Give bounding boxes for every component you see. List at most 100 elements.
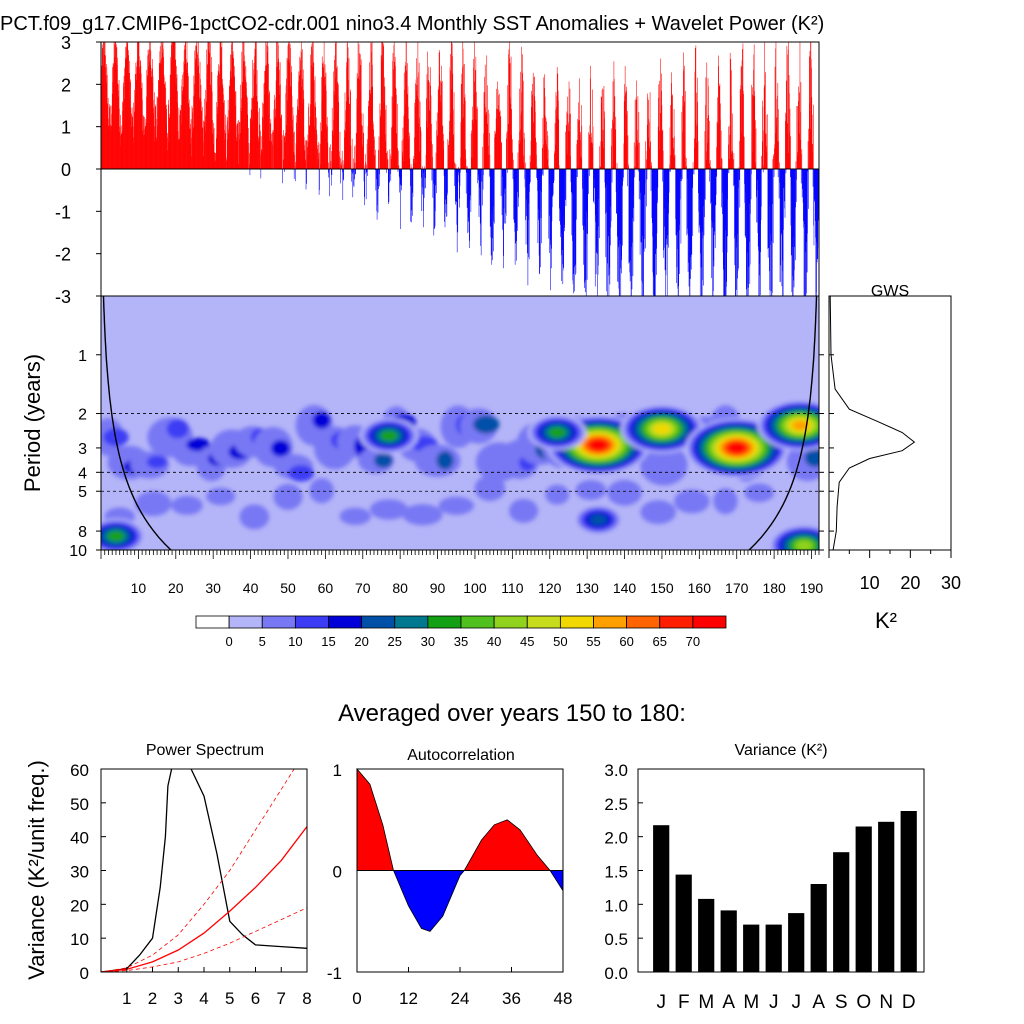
sst-anomaly-bar xyxy=(105,82,107,169)
sst-anomaly-bar xyxy=(214,152,215,169)
sst-anomaly-bar xyxy=(156,118,158,169)
sst-anomaly-bar xyxy=(754,96,756,169)
sst-anomaly-bar xyxy=(772,169,774,243)
sst-anomaly-bar xyxy=(401,169,402,191)
sst-anomaly-bar xyxy=(743,94,744,169)
sst-anomaly-bar xyxy=(527,169,529,220)
sst-anomaly-bar xyxy=(519,88,520,169)
sst-anomaly-bar xyxy=(249,169,251,176)
sst-anomaly-bar xyxy=(300,69,301,169)
sst-anomaly-bar xyxy=(162,44,163,170)
sst-anomaly-bar xyxy=(513,169,514,220)
sst-anomaly-bar xyxy=(788,42,789,169)
sst-anomaly-bar xyxy=(413,155,415,169)
sst-anomaly-bar xyxy=(404,65,406,169)
sst-anomaly-bar xyxy=(329,147,330,169)
sst-anomaly-bar xyxy=(500,116,502,169)
sst-anomaly-bar xyxy=(332,135,334,169)
sst-anomaly-bar xyxy=(542,118,544,169)
sst-anomaly-bar xyxy=(253,97,254,169)
sst-anomaly-bar xyxy=(605,169,606,214)
variance-x-tick-label: A xyxy=(812,992,825,1013)
sst-anomaly-bar xyxy=(731,151,733,169)
sst-anomaly-bar xyxy=(675,169,676,220)
colorbar-swatch xyxy=(195,615,230,629)
sst-anomaly-bar xyxy=(161,63,162,169)
sst-anomaly-bar xyxy=(634,169,636,178)
sst-anomaly-bar xyxy=(633,142,635,169)
colorbar-label: 35 xyxy=(454,634,468,649)
sst-anomaly-bar xyxy=(380,55,382,170)
sst-anomaly-bar xyxy=(215,160,216,169)
sst-anomaly-bar xyxy=(380,115,381,169)
sst-anomaly-bar xyxy=(546,143,547,169)
autocorrelation-x-ticks: 0 12 24 36 48 xyxy=(352,967,572,1008)
sst-anomaly-bar xyxy=(541,169,542,193)
sst-anomaly-bar xyxy=(421,169,422,212)
sst-anomaly-bar xyxy=(624,84,625,169)
sst-anomaly-bar xyxy=(793,169,794,238)
sst-anomaly-bar xyxy=(523,132,525,169)
sst-anomaly-bar xyxy=(113,79,114,169)
sst-anomaly-bar xyxy=(481,169,482,182)
sst-anomaly-bar xyxy=(427,80,429,169)
sst-anomaly-bar xyxy=(366,169,368,173)
sst-anomaly-bar xyxy=(752,94,754,169)
sst-anomaly-bar xyxy=(667,169,668,245)
sst-anomaly-bar xyxy=(738,169,739,269)
sst-anomaly-bar xyxy=(492,169,493,239)
sst-anomaly-bar xyxy=(747,169,749,284)
sst-anomaly-bar xyxy=(115,42,116,169)
var-y-tick-label: 0.0 xyxy=(604,964,628,983)
sst-anomaly-bar xyxy=(135,73,137,169)
sst-anomaly-bar xyxy=(502,169,503,230)
sst-anomaly-bar xyxy=(166,124,167,169)
sst-anomaly-bar xyxy=(806,169,807,294)
sst-anomaly-bar xyxy=(679,169,680,275)
sst-anomaly-bar xyxy=(350,145,352,169)
sst-anomaly-bar xyxy=(493,169,494,207)
sst-anomaly-bar xyxy=(356,98,358,169)
sst-anomaly-bar xyxy=(580,131,581,169)
sst-anomaly-bar xyxy=(351,169,353,172)
sst-anomaly-bar xyxy=(633,169,635,222)
sst-anomaly-bar xyxy=(234,76,235,169)
sst-anomaly-bar xyxy=(665,169,666,271)
sst-anomaly-bar xyxy=(291,65,292,169)
sst-anomaly-bar xyxy=(599,146,600,169)
sst-anomaly-bar xyxy=(167,133,168,169)
sst-anomaly-bar xyxy=(427,81,429,169)
sst-anomaly-bar xyxy=(720,103,721,169)
sst-anomaly-bar xyxy=(789,93,790,169)
sst-anomaly-bar xyxy=(473,122,474,169)
sst-anomaly-bar xyxy=(805,169,807,296)
var-y-tick-label: 3.0 xyxy=(604,761,628,780)
sst-anomaly-bar xyxy=(676,169,678,233)
sst-anomaly-bar xyxy=(608,169,610,296)
sst-anomaly-bar xyxy=(545,116,546,169)
sst-anomaly-bar xyxy=(300,60,301,169)
sst-anomaly-bar xyxy=(628,169,630,263)
sst-anomaly-bar xyxy=(729,52,731,170)
sst-anomaly-bar xyxy=(461,118,463,169)
sst-anomaly-bar xyxy=(387,150,388,169)
sst-anomaly-bar xyxy=(117,83,119,169)
sst-anomaly-bar xyxy=(666,169,668,245)
sst-anomaly-bar xyxy=(182,74,183,169)
sst-anomaly-bar xyxy=(785,120,786,169)
sst-anomaly-bar xyxy=(434,169,436,228)
sst-anomaly-bar xyxy=(533,131,534,169)
sst-anomaly-bar xyxy=(462,48,464,169)
wavelet-x-tick-label: 10 xyxy=(131,580,147,596)
sst-anomaly-bar xyxy=(391,127,392,169)
sst-anomaly-bar xyxy=(104,42,106,169)
sst-anomaly-bar xyxy=(153,113,154,169)
sst-anomaly-bar xyxy=(223,94,224,169)
sst-anomaly-bar xyxy=(285,93,287,169)
sst-anomaly-bar xyxy=(756,169,757,223)
sst-anomaly-bar xyxy=(377,169,379,213)
sst-anomaly-bar xyxy=(529,155,531,169)
sst-anomaly-bar xyxy=(265,42,267,169)
sst-anomaly-bar xyxy=(656,169,658,234)
sst-anomaly-bar xyxy=(466,169,468,173)
